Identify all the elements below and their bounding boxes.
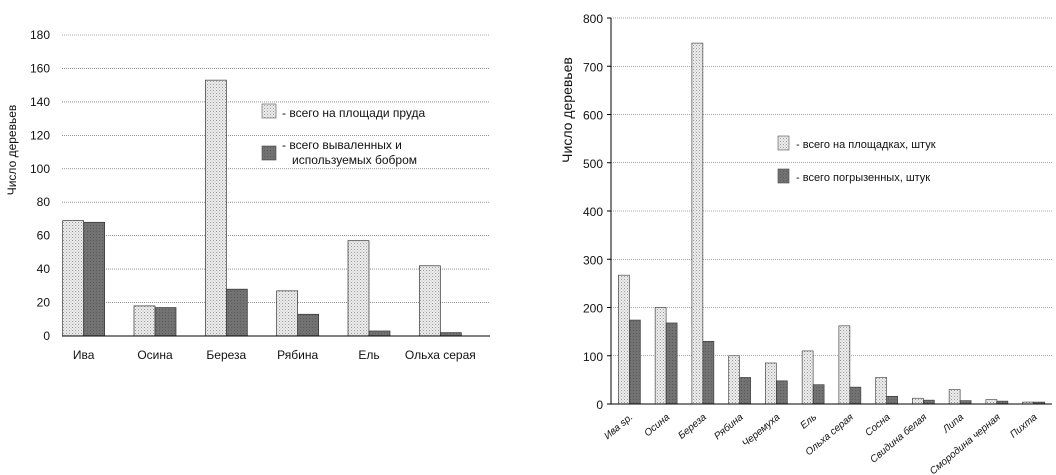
right-x-tick-label: Рябина xyxy=(712,411,746,442)
right-y-tick-label: 400 xyxy=(583,205,603,219)
right-legend-swatch-total xyxy=(777,135,790,151)
right-legend-label-total: - всего на площадках, штук xyxy=(796,139,936,151)
right-bar-gnawed xyxy=(702,340,715,405)
right-x-tick-label: Липа xyxy=(940,412,966,436)
right-bar-total xyxy=(618,274,630,405)
right-x-tick-label: Черемуха xyxy=(740,412,782,450)
left-bar-total xyxy=(418,265,441,337)
right-bar-total xyxy=(985,399,998,405)
left-bar-felled xyxy=(83,221,106,337)
right-bar-total xyxy=(765,362,777,405)
left-bar-felled xyxy=(439,332,462,337)
left-x-tick-label: Рябина xyxy=(277,348,318,362)
right-bar-gnawed xyxy=(923,399,935,405)
left-legend-swatch-felled xyxy=(261,145,277,161)
right-bar-total xyxy=(654,307,667,405)
right-y-tick-label: 800 xyxy=(583,12,603,26)
right-bar-total xyxy=(912,397,924,405)
left-x-tick-label: Ива xyxy=(73,348,95,362)
right-bar-total xyxy=(801,350,814,405)
right-bar-gnawed xyxy=(665,322,678,405)
right-legend-label-gnawed: - всего погрызенных, штук xyxy=(796,172,930,184)
right-x-tick-label: Береза xyxy=(676,412,709,442)
left-y-tick-label: 140 xyxy=(30,95,50,109)
right-chart-bars xyxy=(618,42,1045,405)
left-bar-felled xyxy=(225,288,248,337)
right-y-tick-label: 100 xyxy=(583,350,603,364)
left-y-tick-label: 80 xyxy=(37,195,51,209)
right-bar-gnawed xyxy=(886,395,898,405)
right-bar-total xyxy=(728,355,740,405)
right-chart-gridlines xyxy=(611,17,1052,357)
right-bar-gnawed xyxy=(959,400,972,405)
left-bar-total xyxy=(204,79,227,337)
left-y-tick-label: 0 xyxy=(43,329,50,343)
right-x-tick-label: Ива sp. xyxy=(602,412,635,442)
right-bar-total xyxy=(948,389,961,405)
left-bar-felled xyxy=(297,313,320,337)
left-bar-total xyxy=(133,305,156,337)
right-bar-total xyxy=(838,325,851,405)
right-y-tick-label: 0 xyxy=(596,398,603,412)
right-chart: 0 100 200 300 400 500 600 700 800 Ива sp. Осина Бе… xyxy=(559,12,1052,475)
right-y-tick-label: 600 xyxy=(583,109,603,123)
left-x-tick-label: Ель xyxy=(358,348,379,362)
right-bar-total xyxy=(691,42,704,405)
right-bar-gnawed xyxy=(629,319,641,405)
left-chart-y-ticks: 0 20 40 60 80 100 120 140 160 180 xyxy=(30,28,50,343)
left-y-tick-label: 120 xyxy=(30,128,50,142)
left-y-tick-label: 60 xyxy=(37,229,51,243)
right-x-tick-label: Осина xyxy=(642,412,672,440)
right-bar-gnawed xyxy=(812,384,825,405)
left-y-tick-label: 160 xyxy=(30,61,50,75)
right-x-tick-label: Сосна xyxy=(863,412,893,439)
left-y-tick-label: 40 xyxy=(37,262,51,276)
right-y-tick-label: 700 xyxy=(583,60,603,74)
left-x-tick-label: Осина xyxy=(137,348,173,362)
left-bar-total xyxy=(347,240,370,337)
left-chart-bars xyxy=(62,79,462,337)
right-bar-gnawed xyxy=(776,380,788,405)
right-bar-gnawed xyxy=(739,377,751,405)
right-y-tick-label: 300 xyxy=(583,253,603,267)
left-y-tick-label: 100 xyxy=(30,162,50,176)
right-legend-swatch-gnawed xyxy=(777,168,790,184)
left-bar-total xyxy=(276,290,299,337)
right-y-tick-label: 500 xyxy=(583,157,603,171)
right-bar-total xyxy=(875,377,887,405)
right-chart-y-ticks: 0 100 200 300 400 500 600 700 800 xyxy=(583,12,611,412)
left-y-tick-label: 180 xyxy=(30,28,50,42)
right-chart-y-axis-label: Число деревьев xyxy=(559,57,575,163)
right-x-tick-label: Ель xyxy=(799,412,820,432)
left-bar-felled xyxy=(368,330,391,337)
left-legend-label-felled: - всего вываленных и используемых бобром xyxy=(282,138,417,167)
left-x-tick-label: Береза xyxy=(206,348,246,362)
right-y-tick-label: 200 xyxy=(583,302,603,316)
right-bar-gnawed xyxy=(849,386,862,405)
left-legend-label-total: - всего на площади пруда xyxy=(282,106,426,120)
left-x-tick-label: Ольха серая xyxy=(405,348,476,362)
left-chart-y-axis-label: Число деревьев xyxy=(5,105,19,196)
left-chart: 0 20 40 60 80 100 120 140 160 180 Ива Осина Береза Р… xyxy=(5,28,490,362)
right-x-tick-label: Смородина черная xyxy=(928,411,1003,475)
left-bar-total xyxy=(62,220,85,337)
right-chart-legend: - всего на площадках, штук - всего погры… xyxy=(777,135,936,184)
left-chart-x-ticks: Ива Осина Береза Рябина Ель Ольха серая xyxy=(73,348,476,362)
left-legend-swatch-total xyxy=(261,103,277,119)
left-y-tick-label: 20 xyxy=(37,296,51,310)
right-x-tick-label: Пихта xyxy=(1008,412,1040,441)
left-chart-gridlines xyxy=(62,34,490,303)
left-chart-legend: - всего на площади пруда - всего вывален… xyxy=(261,103,426,167)
left-bar-felled xyxy=(154,307,177,337)
